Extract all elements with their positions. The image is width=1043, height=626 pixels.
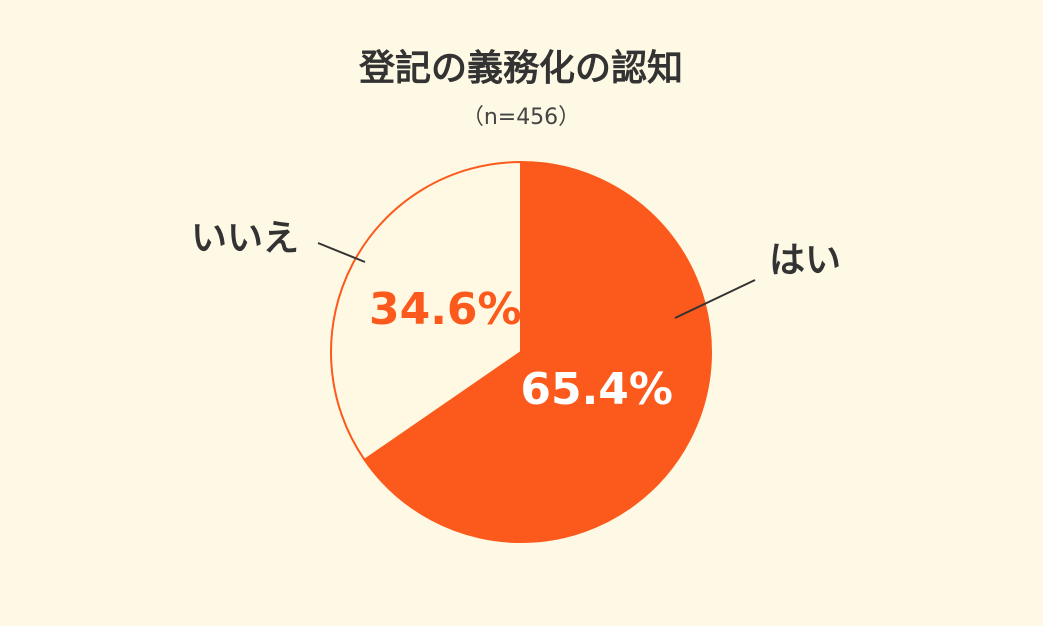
pie-slice xyxy=(330,160,522,462)
pie-slice xyxy=(363,160,712,543)
chart-subtitle: （n=456） xyxy=(462,105,580,130)
leader-line xyxy=(674,279,756,319)
leader-line xyxy=(317,242,366,263)
category-label: はい xyxy=(769,240,841,281)
value-label: 34.6% xyxy=(369,284,522,335)
value-label: 65.4% xyxy=(520,364,673,415)
category-label: いいえ xyxy=(191,218,299,259)
chart-title: 登記の義務化の認知 xyxy=(358,48,683,89)
